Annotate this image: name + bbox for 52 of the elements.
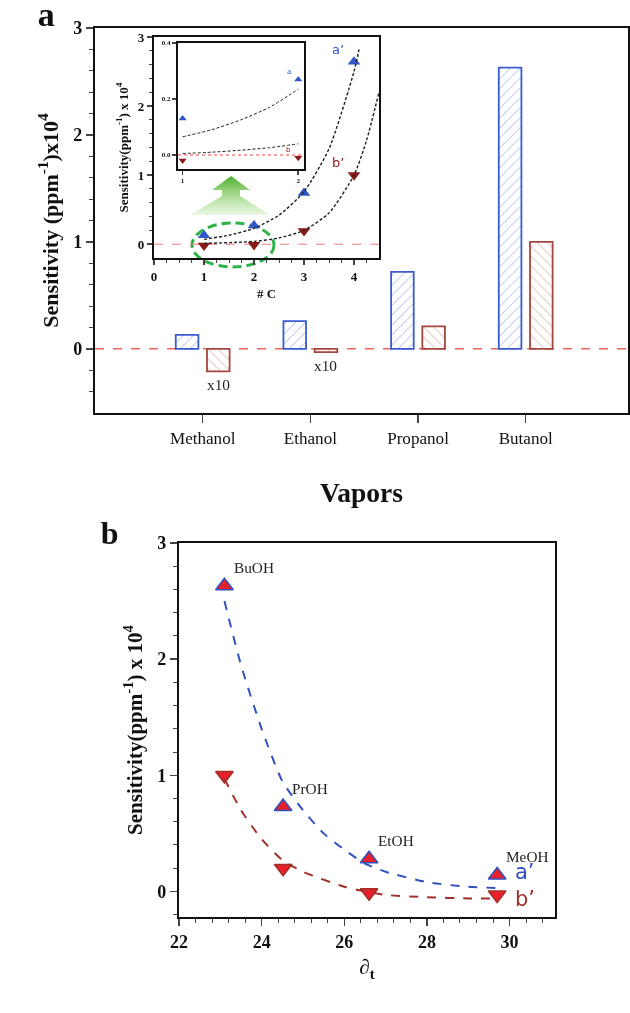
x-tick-label: 1: [200, 268, 208, 284]
x-tick-label: Ethanol: [283, 428, 338, 448]
y-tick-label: 2: [73, 125, 83, 146]
y-tick-label: 2: [137, 98, 145, 114]
bar: [206, 347, 231, 373]
y-tick-label: 3: [157, 533, 167, 554]
series-label: b’: [515, 887, 536, 911]
y-tick-label: 3: [137, 29, 145, 45]
point: [178, 158, 187, 165]
bar: [282, 320, 307, 350]
y-tick-label: 2: [157, 649, 167, 670]
y-tick-label: 0: [137, 236, 145, 252]
point: [273, 863, 293, 877]
annotation: BuOH: [234, 559, 274, 576]
x-tick-label: 28: [417, 931, 436, 952]
x-tick-label: 30: [500, 931, 519, 952]
series-label: a’: [332, 42, 345, 57]
y-tick-label: 0: [73, 339, 83, 360]
annotation: EtOH: [378, 832, 414, 849]
x-tick-label: 3: [300, 268, 308, 284]
y-tick-label: 1: [157, 765, 167, 786]
annotation: x10: [314, 357, 338, 374]
bar: [390, 270, 415, 350]
x-tick-label: 22: [170, 931, 188, 952]
annotation: x10: [207, 376, 231, 393]
bar: [497, 66, 523, 350]
x-axis-title: Vapors: [319, 476, 404, 508]
x-tick-label: Methanol: [169, 428, 236, 448]
point: [487, 890, 507, 904]
line-series: [182, 88, 299, 138]
annotation: MeOH: [506, 848, 549, 865]
y-tick-label: 1: [73, 232, 83, 253]
x-tick-label: 24: [252, 931, 271, 952]
annotation: PrOH: [292, 780, 328, 797]
chart-title: b: [100, 515, 119, 552]
series-label: b’: [332, 155, 345, 170]
bar: [313, 347, 339, 353]
x-tick-label: Butanol: [498, 428, 554, 448]
y-tick-label: 3: [73, 18, 83, 39]
point: [294, 75, 303, 82]
x-axis-title: # C: [256, 286, 277, 302]
x-tick-label: 2: [250, 268, 258, 284]
line-series: [182, 143, 299, 155]
chart-title: a: [37, 0, 55, 33]
bar: [421, 325, 446, 350]
x-axis-title: ∂$_{t}$: [359, 955, 375, 982]
y-tick-label: 0: [157, 881, 167, 902]
x-tick-label: 4: [350, 268, 358, 284]
bar: [174, 334, 200, 350]
x-tick-label: 26: [335, 931, 354, 952]
bar: [529, 240, 554, 350]
x-tick-label: Propanol: [387, 428, 450, 448]
